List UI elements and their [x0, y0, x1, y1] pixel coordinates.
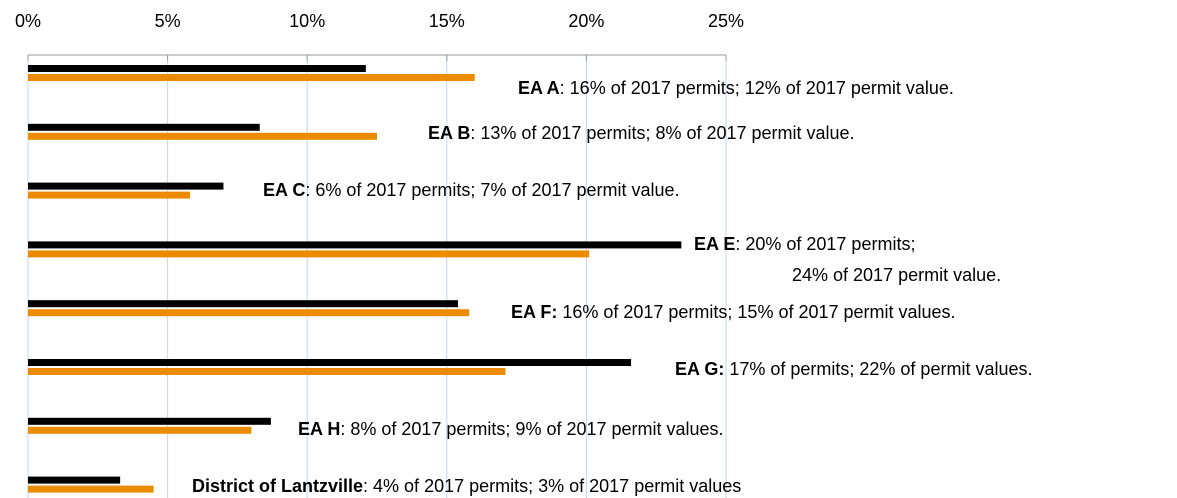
annotation-line2: 24% of 2017 permit value. [792, 265, 1001, 285]
annotation-text: : 4% of 2017 permits; 3% of 2017 permit … [363, 476, 741, 496]
x-tick-label: 0% [15, 11, 41, 31]
annotation-bold: EA E [694, 234, 735, 254]
bar [28, 191, 190, 199]
annotation: EA A: 16% of 2017 permits; 12% of 2017 p… [518, 78, 954, 98]
annotation-bold: EA G: [675, 359, 724, 379]
annotation-text: : 13% of 2017 permits; 8% of 2017 permit… [470, 123, 854, 143]
x-tick-label: 5% [155, 11, 181, 31]
annotation: EA E: 20% of 2017 permits; [694, 234, 915, 254]
annotation: EA G: 17% of permits; 22% of permit valu… [675, 359, 1032, 379]
annotation: EA F: 16% of 2017 permits; 15% of 2017 p… [511, 302, 956, 322]
annotation: EA C: 6% of 2017 permits; 7% of 2017 per… [263, 180, 680, 200]
bar [28, 300, 458, 308]
bar [28, 65, 366, 72]
annotation-text: : 8% of 2017 permits; 9% of 2017 permit … [340, 419, 723, 439]
x-tick-label: 10% [289, 11, 325, 31]
bar [28, 485, 154, 493]
bar [28, 241, 682, 249]
annotation-text: 17% of permits; 22% of permit values. [724, 359, 1032, 379]
annotation: EA B: 13% of 2017 permits; 8% of 2017 pe… [428, 123, 855, 143]
annotation-bold: EA B [428, 123, 470, 143]
annotation-text: : 6% of 2017 permits; 7% of 2017 permit … [305, 180, 679, 200]
x-tick-label: 20% [568, 11, 604, 31]
annotation-text: : 20% of 2017 permits; [735, 234, 915, 254]
bar [28, 417, 271, 425]
bar [28, 132, 377, 140]
bar [28, 359, 632, 366]
x-tick-label: 15% [429, 11, 465, 31]
bar [28, 368, 506, 375]
bar [28, 123, 260, 131]
bar [28, 74, 475, 81]
annotation: District of Lantzville: 4% of 2017 permi… [192, 476, 741, 496]
annotation-bold: EA C [263, 180, 305, 200]
annotation-bold: District of Lantzville [192, 476, 363, 496]
bar [28, 250, 590, 258]
annotation-bold: EA F: [511, 302, 557, 322]
bar [28, 309, 470, 317]
bar [28, 182, 224, 190]
annotation-text: 16% of 2017 permits; 15% of 2017 permit … [557, 302, 955, 322]
annotation-text: : 16% of 2017 permits; 12% of 2017 permi… [560, 78, 954, 98]
annotation-bold: EA H [298, 419, 340, 439]
annotation: EA H: 8% of 2017 permits; 9% of 2017 per… [298, 419, 724, 439]
annotation-bold: EA A [518, 78, 560, 98]
bar [28, 476, 121, 484]
bar [28, 426, 252, 434]
x-tick-label: 25% [708, 11, 744, 31]
